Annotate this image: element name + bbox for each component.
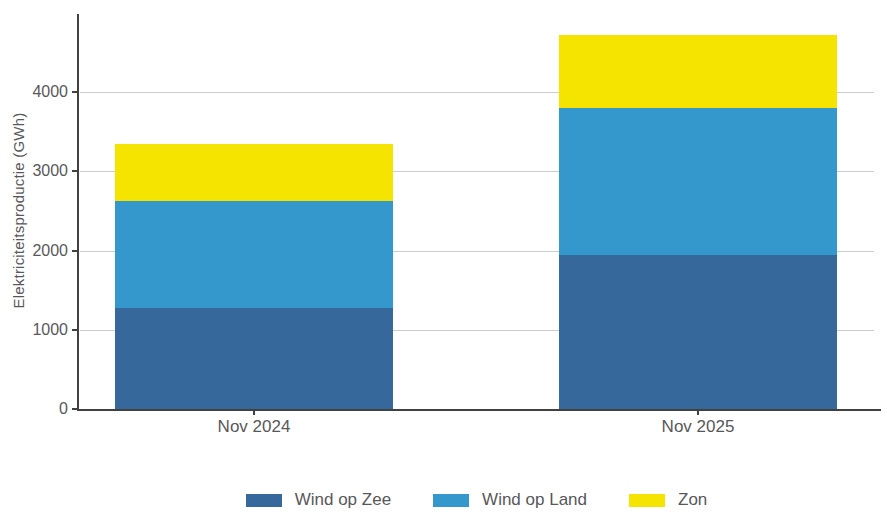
bar-segment-wind-op-zee-nov-2024 <box>115 308 393 409</box>
legend-label-wind-op-zee: Wind op Zee <box>295 490 391 510</box>
bar-segment-wind-op-zee-nov-2025 <box>559 255 837 409</box>
legend: Wind op Zee Wind op Land Zon <box>78 490 875 510</box>
y-axis-title: Elektriciteitsproductie (GWh) <box>10 93 27 329</box>
stacked-bar-chart: Elektriciteitsproductie (GWh) 0 1000 2000 3… <box>0 0 887 522</box>
legend-swatch-zon <box>629 494 665 507</box>
x-axis-line <box>77 409 881 411</box>
legend-swatch-wind-op-zee <box>246 494 282 507</box>
y-tick-label-0: 0 <box>8 401 68 417</box>
legend-label-wind-op-land: Wind op Land <box>482 490 587 510</box>
x-tick-label-nov-2025: Nov 2025 <box>618 418 778 436</box>
legend-item-wind-op-land: Wind op Land <box>433 490 587 510</box>
legend-item-wind-op-zee: Wind op Zee <box>246 490 391 510</box>
legend-label-zon: Zon <box>678 490 707 510</box>
y-tick-label-3000: 3000 <box>8 163 68 179</box>
x-tick-label-nov-2024: Nov 2024 <box>174 418 334 436</box>
y-tick-label-1000: 1000 <box>8 322 68 338</box>
bar-segment-zon-nov-2025 <box>559 35 837 108</box>
y-axis-line <box>77 14 79 411</box>
y-tick-label-4000: 4000 <box>8 84 68 100</box>
y-tick-label-2000: 2000 <box>8 243 68 259</box>
legend-swatch-wind-op-land <box>433 494 469 507</box>
bar-segment-wind-op-land-nov-2024 <box>115 201 393 308</box>
bar-segment-zon-nov-2024 <box>115 144 393 201</box>
legend-item-zon: Zon <box>629 490 707 510</box>
bar-segment-wind-op-land-nov-2025 <box>559 108 837 255</box>
